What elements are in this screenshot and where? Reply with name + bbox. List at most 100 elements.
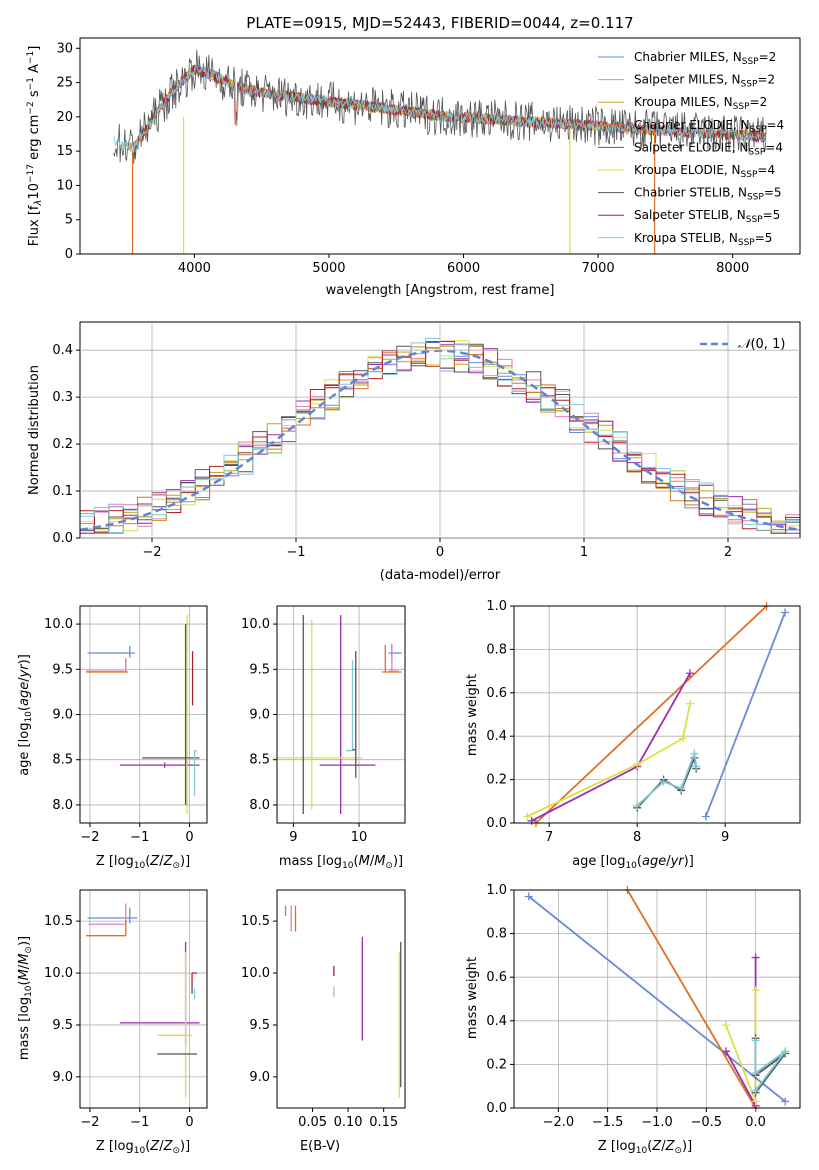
mass-weight-vs-age-ytick-label: 1.0 — [486, 599, 507, 614]
mwz-xlabel: Z [log10(Z/Z⊙)] — [598, 1139, 692, 1156]
mass-weight-vs-age-ytick-label: 0.4 — [486, 729, 507, 744]
legend-rest: =5 — [755, 231, 773, 245]
mass-weight-vs-z-line — [626, 889, 757, 1109]
legend-sub: SSP — [733, 102, 750, 112]
spectrum-legend-label: Kroupa MILES, NSSP=2 — [634, 95, 767, 112]
legend-sub: SSP — [738, 238, 755, 248]
mass-weight-vs-age-line — [526, 703, 691, 818]
spectrum-xtick-label: 4000 — [178, 261, 211, 276]
spectrum-legend-label: Kroupa ELODIE, NSSP=4 — [634, 163, 775, 180]
mass-weight-vs-age-line — [704, 612, 786, 817]
legend-rest: =4 — [757, 163, 775, 177]
mass-vs-z-xtick-label: 0 — [185, 1115, 193, 1130]
age-vs-mass-xtick-label: 10 — [351, 830, 368, 845]
mass-weight-vs-z-xtick-label: −2.0 — [543, 1115, 575, 1130]
mass-weight-vs-age-marker — [523, 812, 532, 821]
residuals-grid — [80, 322, 800, 539]
spectrum-ytick-label: 10 — [56, 178, 73, 193]
legend-rest: =2 — [757, 73, 775, 87]
legend-sub: SSP — [746, 215, 763, 225]
legend-rest: =4 — [766, 118, 784, 132]
spectrum-panel: PLATE=0915, MJD=52443, FIBERID=0044, z=0… — [26, 14, 801, 298]
legend-rest: =4 — [765, 140, 783, 154]
mass-weight-vs-z-ytick-label: 0.8 — [486, 927, 507, 942]
mass-vs-ebv-ytick-label: 10.0 — [241, 966, 270, 981]
age-vs-mass-ytick-label: 8.5 — [249, 753, 270, 768]
mass-weight-vs-z-ytick-label: 1.0 — [486, 883, 507, 898]
mass-vs-z-axes: −2 −1 0 9.0 9.5 10.0 10.5 — [44, 890, 207, 1130]
spectrum-xtick-label: 6000 — [447, 261, 480, 276]
spectrum-axes-frame — [79, 37, 801, 255]
mass-weight-vs-z-ytick-label: 0.2 — [486, 1057, 507, 1072]
mwz-ylabel: mass weight — [465, 957, 480, 1039]
mass-vs-z-xtick-label: −2 — [80, 1115, 99, 1130]
age-vs-z-axes: −2 −1 0 8.0 8.5 9.0 9.5 10.0 — [44, 606, 207, 845]
mass-weight-vs-age-panel: 7 8 9 0.0 0.2 0.4 0.6 0.8 1.0 — [486, 599, 801, 845]
legend-sub: SSP — [742, 57, 759, 67]
age-z-xlabel: Z [log10(Z/Z⊙)] — [96, 854, 190, 871]
residuals-xtick-label: −2 — [142, 545, 161, 560]
mass-vs-z-ytick-label: 10.0 — [44, 966, 73, 981]
mass-weight-vs-z-line — [754, 1040, 786, 1092]
age-vs-mass-axes: 9 10 8.0 8.5 9.0 9.5 10.0 — [241, 606, 405, 845]
mass-weight-vs-age-marker — [678, 734, 687, 743]
mass-vs-z-background — [80, 890, 207, 1108]
mass-vs-ebv-xtick-label: 0.05 — [298, 1115, 327, 1130]
mass-vs-z-ytick-label: 10.5 — [44, 914, 73, 929]
mass-vs-z-frame — [79, 889, 208, 1109]
mass-weight-vs-age-ytick-label: 0.2 — [486, 773, 507, 788]
spectrum-ylabel: Flux [fλ10−17 erg cm−2 s−1 A−1] — [26, 46, 44, 247]
spectrum-lines — [113, 49, 767, 254]
mass-weight-vs-z-marker — [751, 1097, 760, 1106]
mass-weight-vs-age-marker — [677, 784, 686, 793]
age-vs-z-ytick-label: 9.0 — [52, 708, 73, 723]
mass-weight-vs-z-marker — [781, 1047, 790, 1056]
mass-weight-vs-z-xtick-label: −1.5 — [592, 1115, 624, 1130]
residuals-xtick-label: 0 — [436, 545, 444, 560]
mass-z-ylabel: mass [log10(M/M⊙)] — [17, 936, 34, 1060]
age-vs-mass-xtick-label: 9 — [289, 830, 297, 845]
mass-z-xlabel: Z [log10(Z/Z⊙)] — [96, 1139, 190, 1156]
mass-vs-ebv-xtick-label: 0.10 — [334, 1115, 363, 1130]
mass-vs-z-ytick-label: 9.0 — [52, 1070, 73, 1085]
mass-weight-vs-age-marker — [690, 749, 699, 758]
legend-sub: SSP — [741, 80, 758, 90]
residual-panel: −2 −1 0 1 2 0.0 0.1 0.2 0.3 0.4 (data-model)/erro… — [27, 321, 801, 583]
age-vs-mass-ytick-label: 9.5 — [249, 662, 270, 677]
mass-weight-vs-age-xtick-label: 8 — [633, 830, 641, 845]
age-vs-z-xtick-label: −1 — [130, 830, 149, 845]
mass-weight-vs-z-xtick-label: −0.5 — [691, 1115, 723, 1130]
mass-vs-z-ytick-label: 9.5 — [52, 1018, 73, 1033]
mass-weight-vs-age-ytick-label: 0.0 — [486, 816, 507, 831]
mass-ebv-xlabel: E(B-V) — [300, 1139, 340, 1154]
mwage-ylabel: mass weight — [465, 674, 480, 756]
age-vs-mass-panel: 9 10 8.0 8.5 9.0 9.5 10.0 — [241, 605, 406, 845]
age-vs-mass-ytick-label: 10.0 — [241, 617, 270, 632]
mass-weight-vs-age-ytick-label: 0.6 — [486, 686, 507, 701]
age-vs-z-ytick-label: 8.5 — [52, 753, 73, 768]
mass-vs-ebv-panel: 0.05 0.10 0.15 9.0 9.5 10.0 10.5 — [241, 889, 406, 1130]
spectrum-ytick-label: 25 — [56, 76, 73, 91]
mass-weight-vs-z-marker — [722, 1047, 731, 1056]
age-vs-z-ytick-label: 8.0 — [52, 798, 73, 813]
mass-weight-vs-z-marker — [751, 1069, 760, 1078]
mass-weight-vs-z-xtick-label: 0.0 — [745, 1115, 766, 1130]
mass-vs-ebv-ytick-label: 9.5 — [249, 1018, 270, 1033]
legend-sub: SSP — [741, 170, 758, 180]
mass-weight-vs-z-marker — [722, 1021, 731, 1030]
residuals-ytick-label: 0.3 — [52, 390, 73, 405]
spectrum-xtick-label: 7000 — [582, 261, 615, 276]
mass-weight-vs-z-marker — [524, 892, 533, 901]
spectrum-model-line — [113, 65, 767, 153]
legend-rest: =5 — [763, 208, 781, 222]
residual-ylabel: Normed distribution — [27, 365, 42, 495]
age-z-ylabel: age [log10(age/yr)] — [17, 654, 34, 776]
mass-weight-vs-z-panel: −2.0 −1.5 −1.0 −0.5 0.0 0.0 0.2 0.4 0.6 0.8 1.0 — [486, 883, 801, 1130]
residual-legend: 𝒩(0, 1) — [700, 337, 785, 352]
age-vs-z-ytick-label: 9.5 — [52, 662, 73, 677]
mass-weight-vs-age-marker — [633, 760, 642, 769]
mass-weight-vs-z-ytick-label: 0.6 — [486, 970, 507, 985]
mass-weight-vs-age-marker — [701, 812, 710, 821]
mass-weight-vs-z-marker — [751, 1086, 760, 1095]
